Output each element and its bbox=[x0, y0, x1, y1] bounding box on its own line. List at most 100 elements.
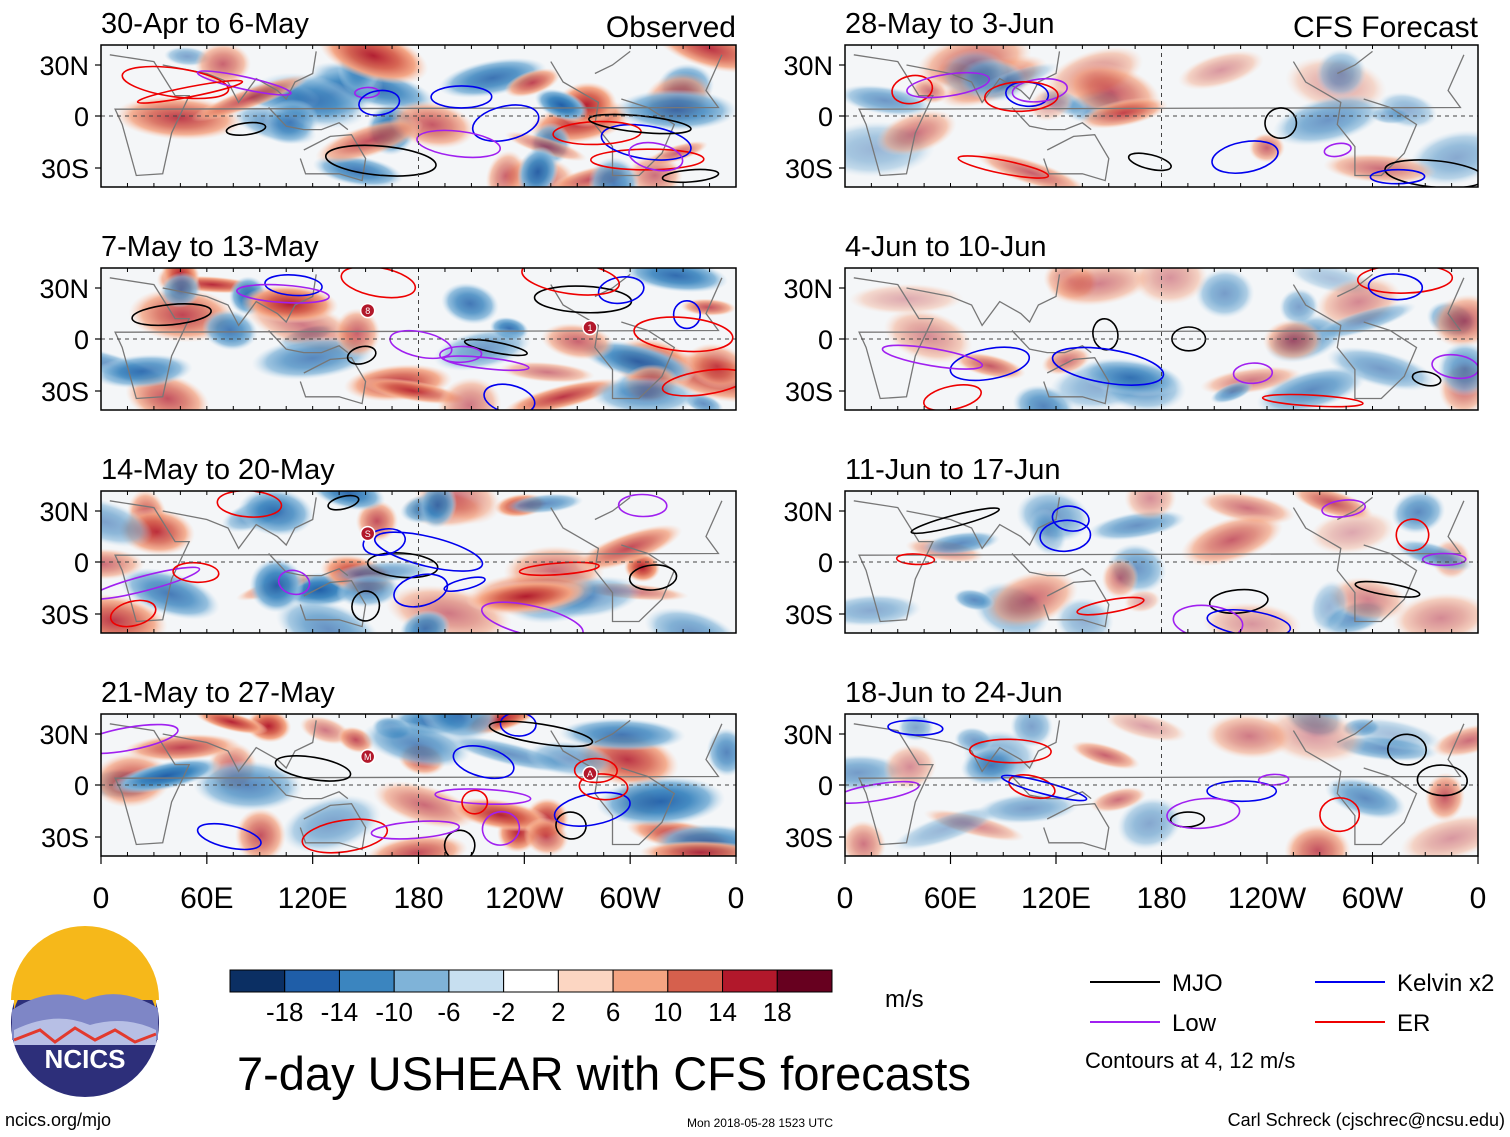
legend-item: Low bbox=[1090, 1010, 1217, 1037]
colorbar-label: -14 bbox=[321, 997, 359, 1027]
y-tick-label: 30S bbox=[41, 154, 89, 184]
panel-period-label: 7-May to 13-May bbox=[101, 231, 319, 263]
y-tick-label: 30N bbox=[783, 497, 833, 527]
logo-text: NCICS bbox=[45, 1044, 126, 1074]
colorbar-label: -2 bbox=[492, 997, 515, 1027]
y-tick-label: 0 bbox=[818, 771, 833, 801]
x-tick-label: 60W bbox=[1342, 882, 1404, 915]
svg-text:1: 1 bbox=[587, 323, 592, 333]
colorbar-swatch bbox=[284, 969, 340, 993]
y-tick-label: 30N bbox=[783, 274, 833, 304]
panel-period-label: 18-Jun to 24-Jun bbox=[845, 677, 1063, 709]
colorbar-label: -18 bbox=[266, 997, 304, 1027]
colorbar-swatch bbox=[393, 969, 450, 993]
y-tick-label: 0 bbox=[74, 325, 89, 355]
map-panel: 14-May to 20-May 30N 0 30S S bbox=[39, 454, 737, 634]
colorbar-label: -6 bbox=[437, 997, 460, 1027]
storm-marker: S bbox=[359, 525, 376, 542]
svg-text:8: 8 bbox=[365, 306, 370, 316]
map-panel: 21-May to 27-May 30N 0 30S M A bbox=[39, 677, 737, 857]
x-tick-label: 180 bbox=[1136, 882, 1186, 915]
colorbar-swatch bbox=[557, 969, 614, 993]
colorbar-swatch bbox=[229, 969, 286, 993]
map-panel: 28-May to 3-Jun 30N 0 30S bbox=[783, 8, 1479, 188]
y-tick-label: 30N bbox=[783, 51, 833, 81]
main-title: 7-day USHEAR with CFS forecasts bbox=[237, 1047, 971, 1100]
panel-period-label: 28-May to 3-Jun bbox=[845, 8, 1055, 40]
svg-text:M: M bbox=[364, 752, 372, 762]
y-tick-label: 30S bbox=[41, 600, 89, 630]
colorbar-swatch bbox=[612, 969, 669, 993]
y-tick-label: 30N bbox=[39, 274, 89, 304]
colorbar-swatch bbox=[776, 969, 833, 993]
panel-period-label: 14-May to 20-May bbox=[101, 454, 335, 486]
x-tick-label: 180 bbox=[393, 882, 443, 915]
y-tick-label: 0 bbox=[74, 771, 89, 801]
legend-label: ER bbox=[1397, 1010, 1430, 1037]
storm-marker: 8 bbox=[359, 302, 376, 319]
y-tick-label: 0 bbox=[74, 102, 89, 132]
panel-period-label: 21-May to 27-May bbox=[101, 677, 335, 709]
forecast-label: CFS Forecast bbox=[1293, 11, 1479, 44]
contour-note: Contours at 4, 12 m/s bbox=[1085, 1048, 1295, 1073]
map-panel: 11-Jun to 17-Jun 30N 0 30S bbox=[783, 454, 1479, 634]
y-tick-label: 0 bbox=[818, 102, 833, 132]
colorbar-swatch bbox=[667, 969, 724, 993]
x-tick-label: 0 bbox=[837, 882, 854, 915]
site-link[interactable]: ncics.org/mjo bbox=[5, 1110, 111, 1130]
units-label: m/s bbox=[885, 986, 924, 1013]
map-panels: 30-Apr to 6-May 30N 0 30S 7-May to 13-May 30N… bbox=[39, 8, 1479, 857]
y-tick-label: 0 bbox=[74, 548, 89, 578]
y-tick-label: 30S bbox=[785, 154, 833, 184]
colorbar-label: 14 bbox=[708, 997, 737, 1027]
x-tick-label: 0 bbox=[93, 882, 110, 915]
colorbar-label: -10 bbox=[375, 997, 413, 1027]
y-tick-label: 0 bbox=[818, 325, 833, 355]
colorbar-swatch bbox=[722, 969, 778, 993]
legend-item: ER bbox=[1315, 1010, 1430, 1037]
x-tick-label: 60W bbox=[599, 882, 661, 915]
y-tick-label: 30S bbox=[785, 377, 833, 407]
y-tick-label: 30S bbox=[785, 600, 833, 630]
y-tick-label: 30N bbox=[39, 51, 89, 81]
y-tick-label: 30S bbox=[41, 823, 89, 853]
legend-item: Kelvin x2 bbox=[1315, 970, 1494, 997]
observed-label: Observed bbox=[606, 11, 736, 44]
y-tick-label: 30N bbox=[39, 720, 89, 750]
map-panel: 18-Jun to 24-Jun 30N 0 30S bbox=[783, 677, 1479, 857]
y-tick-label: 0 bbox=[818, 548, 833, 578]
colorbar-label: 6 bbox=[606, 997, 620, 1027]
svg-text:S: S bbox=[365, 529, 371, 539]
x-axis-left: 0 60E 120E 180 120W 60W 0 bbox=[93, 856, 745, 915]
svg-text:A: A bbox=[587, 769, 593, 779]
map-panel: 4-Jun to 10-Jun 30N 0 30S bbox=[783, 231, 1479, 411]
colorbar-label: 18 bbox=[763, 997, 792, 1027]
legend-item: MJO bbox=[1090, 970, 1223, 997]
x-tick-label: 60E bbox=[180, 882, 233, 915]
panel-period-label: 4-Jun to 10-Jun bbox=[845, 231, 1047, 263]
timestamp: Mon 2018-05-28 1523 UTC bbox=[687, 1116, 833, 1130]
x-tick-label: 60E bbox=[924, 882, 977, 915]
colorbar: -18 -14 -10 -6 -2 2 6 10 14 18 bbox=[229, 969, 833, 1027]
x-tick-label: 0 bbox=[1470, 882, 1487, 915]
ncics-logo: NCICS bbox=[11, 926, 159, 1097]
legend-label: Kelvin x2 bbox=[1397, 970, 1494, 997]
x-tick-label: 120W bbox=[1228, 882, 1307, 915]
storm-marker: M bbox=[359, 748, 376, 765]
y-tick-label: 30S bbox=[41, 377, 89, 407]
colorbar-swatch bbox=[338, 969, 395, 993]
panel-period-label: 11-Jun to 17-Jun bbox=[845, 454, 1061, 486]
y-tick-label: 30N bbox=[783, 720, 833, 750]
legend: MJO Kelvin x2 Low ER bbox=[1090, 970, 1494, 1037]
legend-label: MJO bbox=[1172, 970, 1223, 997]
x-tick-label: 0 bbox=[728, 882, 745, 915]
colorbar-label: 10 bbox=[653, 997, 682, 1027]
y-tick-label: 30N bbox=[39, 497, 89, 527]
colorbar-label: 2 bbox=[551, 997, 565, 1027]
x-tick-label: 120E bbox=[278, 882, 348, 915]
panel-period-label: 30-Apr to 6-May bbox=[101, 8, 309, 40]
map-panel: 7-May to 13-May 30N 0 30S 8 1 bbox=[39, 231, 737, 411]
x-tick-label: 120W bbox=[485, 882, 564, 915]
y-tick-label: 30S bbox=[785, 823, 833, 853]
x-tick-label: 120E bbox=[1021, 882, 1091, 915]
